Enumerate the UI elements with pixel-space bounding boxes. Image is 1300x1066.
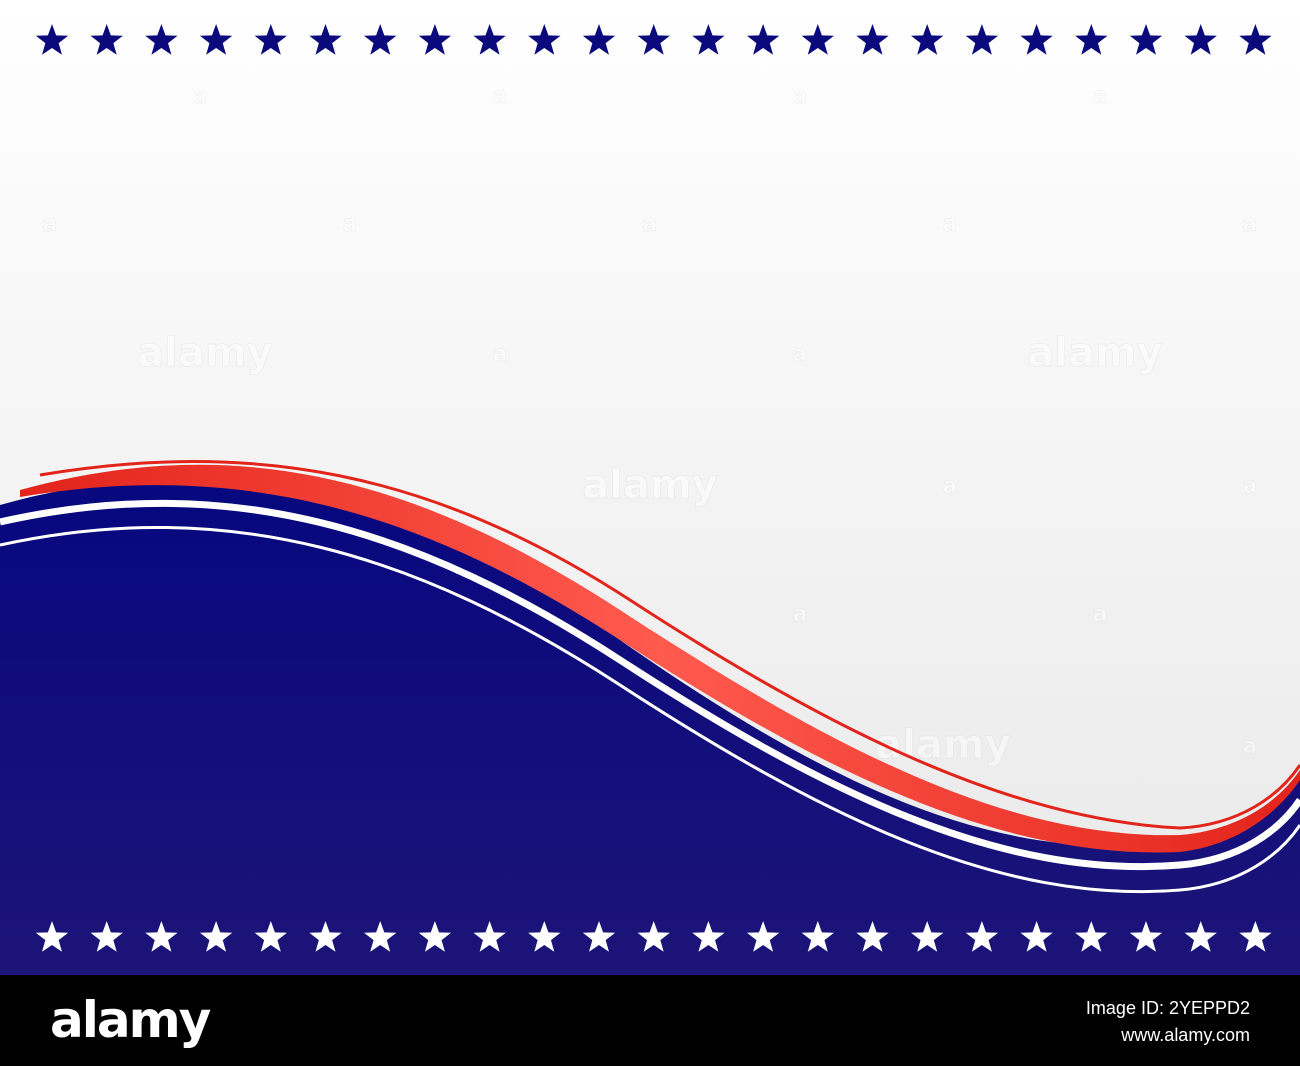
red-thin-line xyxy=(39,460,1300,830)
footer-bar: alamy Image ID: 2YEPPD2 www.alamy.com xyxy=(0,975,1300,1066)
top-star-icon xyxy=(473,24,506,55)
top-star-icon xyxy=(692,24,725,55)
top-star-icon xyxy=(911,24,944,55)
alamy-watermark-mark: a xyxy=(943,212,958,237)
bottom-star-icon xyxy=(309,921,342,952)
bottom-star-icon xyxy=(199,921,233,952)
top-star-icon xyxy=(309,24,342,55)
alamy-watermark-mark: a xyxy=(793,342,808,367)
alamy-watermark-mark: a xyxy=(1243,212,1258,237)
image-id-label: Image ID: 2YEPPD2 xyxy=(1085,998,1250,1018)
white-stripe-2 xyxy=(0,525,1300,894)
bottom-star-icon xyxy=(965,921,999,952)
top-star-icon xyxy=(528,24,561,55)
top-star-icon xyxy=(1075,24,1108,55)
top-star-icon xyxy=(1129,24,1163,55)
bottom-star-icon xyxy=(364,921,397,952)
bottom-star-icon xyxy=(528,921,561,952)
top-star-icon xyxy=(199,24,233,55)
top-star-icon xyxy=(35,24,69,55)
alamy-watermark-mark: a xyxy=(493,342,508,367)
top-star-icon xyxy=(965,24,999,55)
bottom-star-row xyxy=(35,921,1272,952)
alamy-watermark-mark: a xyxy=(493,84,508,109)
alamy-watermark-text: alamy xyxy=(582,462,717,508)
alamy-watermark-mark: a xyxy=(1243,734,1258,759)
bottom-star-icon xyxy=(145,921,178,952)
top-star-icon xyxy=(90,24,123,55)
top-star-icon xyxy=(1239,24,1272,55)
alamy-watermark-mark: a xyxy=(1093,84,1108,109)
artwork-svg: alamyalamyalamyalamyalamyaaaaaaaaaaaaaaa… xyxy=(0,0,1300,975)
top-star-icon xyxy=(145,24,178,55)
bottom-star-icon xyxy=(35,921,69,952)
patriotic-background-artwork: alamyalamyalamyalamyalamyaaaaaaaaaaaaaaa… xyxy=(0,0,1300,975)
bottom-star-icon xyxy=(801,921,834,952)
bottom-star-icon xyxy=(90,921,123,952)
alamy-watermark-mark: a xyxy=(343,212,358,237)
alamy-watermark-mark: a xyxy=(943,474,958,499)
alamy-watermark-mark: a xyxy=(793,84,808,109)
top-star-icon xyxy=(856,24,889,55)
bottom-star-icon xyxy=(473,921,506,952)
alamy-watermark-mark: a xyxy=(1243,474,1258,499)
bottom-star-icon xyxy=(637,921,670,952)
alamy-watermark-mark: a xyxy=(1093,602,1108,627)
footer-logo: alamy xyxy=(50,991,211,1049)
alamy-watermark-text: alamy xyxy=(137,330,272,376)
alamy-watermark-mark: a xyxy=(793,602,808,627)
navy-wave xyxy=(0,478,1300,975)
top-star-icon xyxy=(582,24,616,55)
red-ribbon xyxy=(20,464,1300,853)
top-star-icon xyxy=(364,24,397,55)
bottom-star-icon xyxy=(418,921,452,952)
alamy-watermark-text: alamy xyxy=(875,722,1010,768)
bottom-star-icon xyxy=(911,921,944,952)
site-url: www.alamy.com xyxy=(1121,1025,1250,1045)
bottom-star-icon xyxy=(254,921,287,952)
top-star-icon xyxy=(746,24,780,55)
bottom-star-icon xyxy=(856,921,889,952)
top-star-row xyxy=(35,24,1272,55)
bottom-star-icon xyxy=(692,921,725,952)
top-star-icon xyxy=(254,24,287,55)
bottom-star-icon xyxy=(1184,921,1217,952)
alamy-watermark-mark: a xyxy=(643,212,658,237)
alamy-watermark-mark: a xyxy=(193,84,208,109)
top-star-icon xyxy=(418,24,452,55)
alamy-watermark-mark: a xyxy=(43,212,58,237)
bottom-star-icon xyxy=(1129,921,1163,952)
top-star-icon xyxy=(801,24,834,55)
bottom-star-icon xyxy=(1020,921,1053,952)
bottom-star-icon xyxy=(582,921,616,952)
bottom-star-icon xyxy=(1075,921,1108,952)
alamy-watermark-text: alamy xyxy=(1027,330,1162,376)
bottom-star-icon xyxy=(746,921,780,952)
top-star-icon xyxy=(637,24,670,55)
footer-meta: Image ID: 2YEPPD2 www.alamy.com xyxy=(950,995,1250,1049)
bottom-star-icon xyxy=(1239,921,1272,952)
white-stripe-1 xyxy=(0,499,1300,871)
top-star-icon xyxy=(1020,24,1053,55)
top-star-icon xyxy=(1184,24,1217,55)
